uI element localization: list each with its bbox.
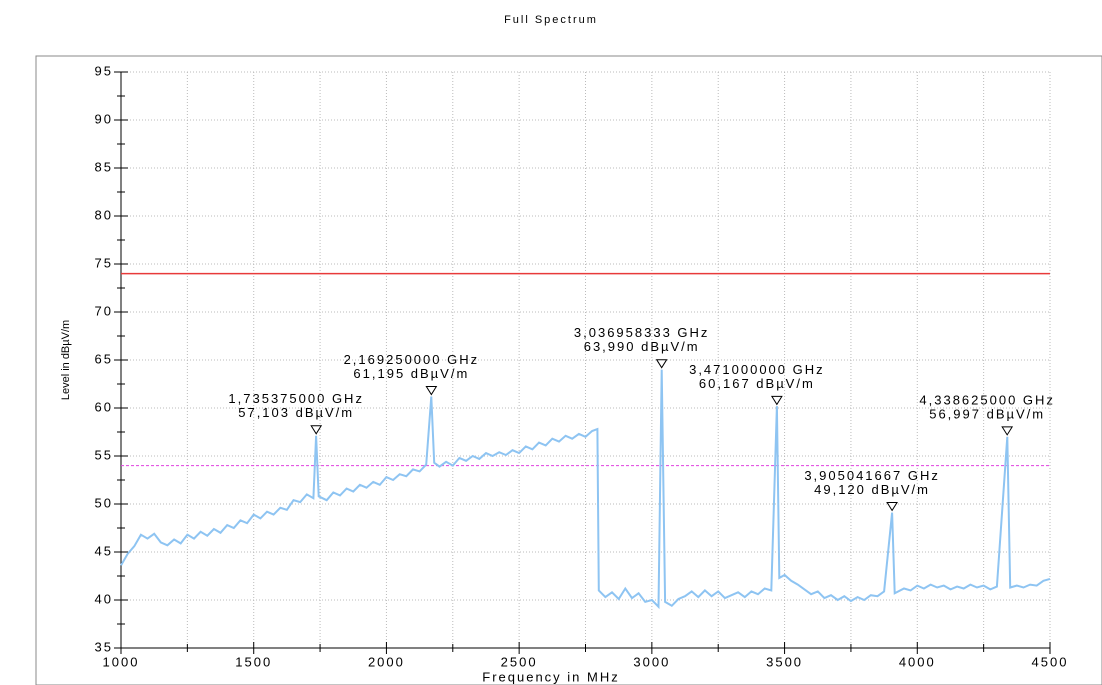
x-tick-label: 3000 — [633, 654, 670, 669]
marker — [655, 359, 668, 369]
x-tick-label: 3500 — [766, 654, 803, 669]
y-tick-label: 35 — [95, 639, 113, 654]
frame — [35, 55, 1102, 685]
marker-y-label: 61,195 dBµV/m — [353, 366, 469, 381]
y-tick-label: 60 — [95, 399, 113, 414]
x-tick-label: 2000 — [368, 654, 405, 669]
marker-y-label: 57,103 dBµV/m — [238, 405, 354, 420]
marker-y-label: 60,167 dBµV/m — [699, 376, 815, 391]
marker-y-label: 56,997 dBµV/m — [929, 406, 1045, 421]
marker — [886, 501, 898, 512]
chart-title: Full Spectrum — [504, 14, 598, 26]
marker-x-label: 3,036958333 GHz — [574, 325, 710, 340]
y-tick-label: 95 — [95, 63, 113, 78]
y-axis-label: Level in dBµV/m — [60, 320, 72, 400]
marker-x-label: 2,169250000 GHz — [344, 352, 480, 367]
x-tick-label: 1500 — [235, 654, 272, 669]
y-tick-label: 90 — [95, 111, 113, 126]
y-tick-label: 55 — [95, 447, 113, 462]
marker — [425, 386, 438, 396]
x-tick-label: 2500 — [501, 654, 538, 669]
marker-x-label: 4,338625000 GHz — [919, 392, 1055, 407]
y-tick-label: 80 — [95, 207, 113, 222]
y-tick-label: 70 — [95, 303, 113, 318]
y-tick-label: 40 — [95, 591, 113, 606]
x-tick-label: 4000 — [899, 654, 936, 669]
y-tick-label: 75 — [95, 255, 113, 270]
marker — [310, 425, 323, 435]
x-axis-label: Frequency in MHz — [482, 669, 619, 684]
y-tick-label: 45 — [95, 543, 113, 558]
x-tick-label: 4500 — [1032, 654, 1069, 669]
marker-x-label: 1,735375000 GHz — [228, 391, 364, 406]
marker-x-label: 3,905041667 GHz — [804, 468, 940, 483]
x-tick-label: 1000 — [103, 654, 140, 669]
y-tick-label: 85 — [95, 159, 113, 174]
trace — [120, 369, 1051, 610]
marker — [1001, 426, 1014, 436]
marker-y-label: 63,990 dBµV/m — [584, 339, 700, 354]
marker-x-label: 3,471000000 GHz — [689, 362, 825, 377]
y-tick-label: 50 — [95, 495, 113, 510]
marker-y-label: 49,120 dBµV/m — [814, 482, 930, 497]
marker — [770, 395, 783, 406]
y-tick-label: 65 — [95, 351, 113, 366]
